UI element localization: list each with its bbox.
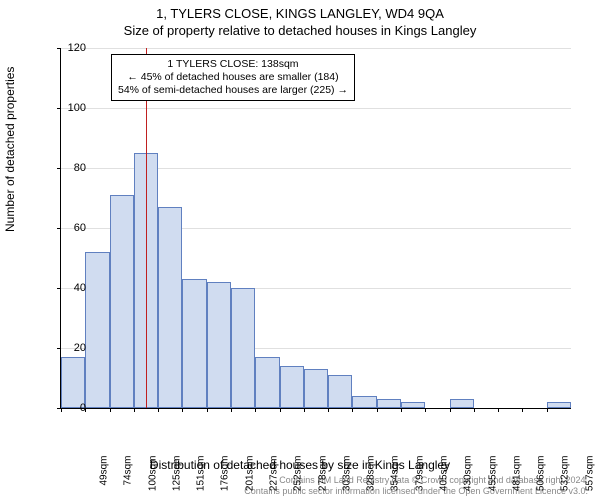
xtick-mark (255, 408, 256, 412)
xtick-label: 151sqm (196, 456, 207, 496)
xtick-label: 379sqm (414, 456, 425, 496)
histogram-bar (328, 375, 352, 408)
title-line-1: 1, TYLERS CLOSE, KINGS LANGLEY, WD4 9QA (0, 6, 600, 23)
ytick-label: 60 (56, 222, 86, 234)
ytick-label: 20 (56, 342, 86, 354)
xtick-label: 481sqm (511, 456, 522, 496)
histogram-bar (182, 279, 206, 408)
histogram-bar (377, 399, 401, 408)
histogram-bar (110, 195, 134, 408)
xtick-mark (207, 408, 208, 412)
xtick-label: 176sqm (220, 456, 231, 496)
xtick-label: 303sqm (341, 456, 352, 496)
xtick-mark (134, 408, 135, 412)
property-size-histogram: 1, TYLERS CLOSE, KINGS LANGLEY, WD4 9QA … (0, 0, 600, 500)
gridline (61, 48, 571, 49)
xtick-label: 557sqm (584, 456, 595, 496)
xtick-mark (231, 408, 232, 412)
annotation-box: 1 TYLERS CLOSE: 138sqm ← 45% of detached… (111, 54, 355, 101)
ytick-label: 100 (56, 102, 86, 114)
y-axis-label: Number of detached properties (3, 67, 17, 232)
title-line-2: Size of property relative to detached ho… (0, 23, 600, 40)
xtick-label: 405sqm (439, 456, 450, 496)
xtick-mark (352, 408, 353, 412)
property-marker-line (146, 48, 147, 408)
xtick-mark (377, 408, 378, 412)
annot-line-3: 54% of semi-detached houses are larger (… (118, 84, 348, 97)
xtick-mark (547, 408, 548, 412)
xtick-label: 201sqm (244, 456, 255, 496)
histogram-bar (450, 399, 474, 408)
xtick-label: 125sqm (171, 456, 182, 496)
xtick-mark (401, 408, 402, 412)
xtick-label: 532sqm (560, 456, 571, 496)
xtick-mark (110, 408, 111, 412)
xtick-label: 430sqm (463, 456, 474, 496)
xtick-label: 227sqm (269, 456, 280, 496)
xtick-mark (474, 408, 475, 412)
histogram-bar (85, 252, 109, 408)
xtick-mark (280, 408, 281, 412)
annot-line-2: ← 45% of detached houses are smaller (18… (118, 71, 348, 84)
gridline (61, 108, 571, 109)
xtick-label: 100sqm (147, 456, 158, 496)
annot-line-1: 1 TYLERS CLOSE: 138sqm (118, 58, 348, 71)
histogram-bar (401, 402, 425, 408)
ytick-label: 120 (56, 42, 86, 54)
histogram-bar (547, 402, 571, 408)
ytick-label: 80 (56, 162, 86, 174)
histogram-bar (255, 357, 279, 408)
ytick-label: 40 (56, 282, 86, 294)
xtick-mark (182, 408, 183, 412)
xtick-label: 354sqm (390, 456, 401, 496)
histogram-bar (280, 366, 304, 408)
histogram-bar (231, 288, 255, 408)
histogram-bar (61, 357, 85, 408)
xtick-mark (158, 408, 159, 412)
xtick-mark (498, 408, 499, 412)
ytick-label: 0 (56, 402, 86, 414)
histogram-bar (158, 207, 182, 408)
histogram-bar (207, 282, 231, 408)
xtick-mark (450, 408, 451, 412)
histogram-bar (352, 396, 376, 408)
xtick-label: 455sqm (487, 456, 498, 496)
xtick-mark (328, 408, 329, 412)
xtick-label: 328sqm (366, 456, 377, 496)
xtick-label: 278sqm (317, 456, 328, 496)
chart-title: 1, TYLERS CLOSE, KINGS LANGLEY, WD4 9QA … (0, 0, 600, 40)
xtick-label: 74sqm (123, 456, 134, 496)
plot-area: 1 TYLERS CLOSE: 138sqm ← 45% of detached… (60, 48, 571, 409)
xtick-mark (425, 408, 426, 412)
xtick-mark (304, 408, 305, 412)
histogram-bar (304, 369, 328, 408)
xtick-mark (522, 408, 523, 412)
xtick-label: 506sqm (536, 456, 547, 496)
xtick-label: 252sqm (293, 456, 304, 496)
xtick-label: 49sqm (99, 456, 110, 496)
